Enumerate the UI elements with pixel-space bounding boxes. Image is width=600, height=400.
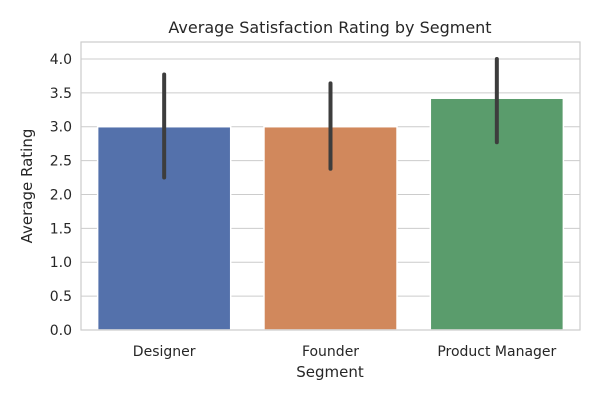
y-tick-labels: 0.0 0.5 1.0 1.5 2.0 2.5 3.0 3.5 4.0 [50, 52, 72, 339]
y-tick-label: 0.0 [50, 323, 72, 339]
x-tick-label: Designer [133, 344, 196, 360]
y-tick-label: 3.5 [50, 86, 72, 102]
x-tick-label: Product Manager [437, 344, 556, 360]
y-axis-label: Average Rating [18, 129, 36, 244]
y-tick-label: 2.0 [50, 187, 72, 203]
y-tick-label: 3.0 [50, 120, 72, 136]
chart-title: Average Satisfaction Rating by Segment [168, 18, 491, 37]
y-tick-label: 0.5 [50, 289, 72, 305]
y-tick-label: 1.0 [50, 255, 72, 271]
y-tick-label: 4.0 [50, 52, 72, 68]
plot-frame [80, 41, 581, 331]
y-tick-label: 1.5 [50, 221, 72, 237]
x-tick-labels: Designer Founder Product Manager [133, 344, 557, 360]
x-tick-label: Founder [302, 344, 359, 360]
y-tick-label: 2.5 [50, 154, 72, 170]
errorbar-layer [162, 56, 499, 180]
x-axis-label: Segment [296, 363, 364, 381]
